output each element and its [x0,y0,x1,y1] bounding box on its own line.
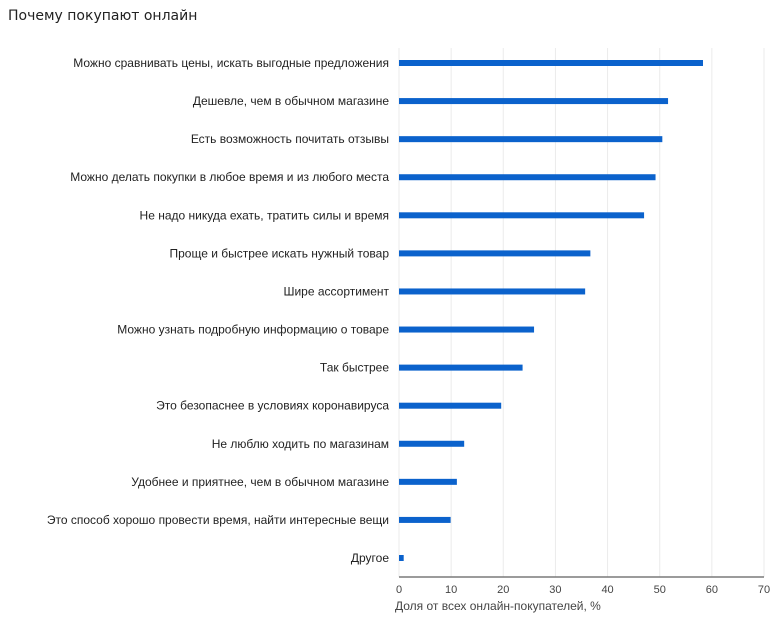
category-label: Это безопаснее в условиях коронавируса [156,399,389,413]
x-axis-title: Доля от всех онлайн-покупателей, % [395,599,601,613]
bar[interactable] [399,250,591,257]
bar[interactable] [399,440,465,447]
bar[interactable] [399,516,451,523]
x-tick-label: 40 [601,584,613,596]
x-tick-label: 50 [654,584,666,596]
category-label: Есть возможность почитать отзывы [191,132,389,146]
x-tick-label: 0 [396,584,402,596]
bar[interactable] [399,555,404,561]
bar[interactable] [399,364,523,371]
chart-title: Почему покупают онлайн [8,8,198,24]
bar[interactable] [399,288,586,295]
bar[interactable] [399,136,663,143]
category-label: Так быстрее [320,361,389,375]
bars [399,60,703,561]
bar[interactable] [399,326,535,333]
category-label: Удобнее и приятнее, чем в обычном магази… [131,475,389,489]
gridlines [398,48,765,577]
bar[interactable] [399,212,645,219]
category-label: Не надо никуда ехать, тратить силы и вре… [140,208,389,222]
bar[interactable] [399,98,669,105]
category-labels: Можно сравнивать цены, искать выгодные п… [47,56,390,565]
category-label: Проще и быстрее искать нужный товар [169,246,389,260]
category-label: Можно делать покупки в любое время и из … [70,170,389,184]
category-label: Дешевле, чем в обычном магазине [193,94,389,108]
x-tick-label: 70 [758,584,770,596]
bar[interactable] [399,402,502,409]
x-tick-label: 30 [549,584,561,596]
category-label: Можно сравнивать цены, искать выгодные п… [73,56,389,70]
category-label: Это способ хорошо провести время, найти … [47,513,389,527]
x-tick-label: 20 [497,584,509,596]
bar[interactable] [399,478,457,485]
x-tick-labels: 0 10 20 30 40 50 60 70 [396,584,770,596]
bar[interactable] [399,174,656,181]
category-label: Можно узнать подробную информацию о това… [117,323,389,337]
category-label: Не люблю ходить по магазинам [212,437,389,451]
category-label: Другое [351,551,389,565]
category-label: Шире ассортимент [283,284,389,298]
x-tick-label: 60 [706,584,718,596]
x-tick-label: 10 [445,584,457,596]
bar[interactable] [399,60,703,66]
